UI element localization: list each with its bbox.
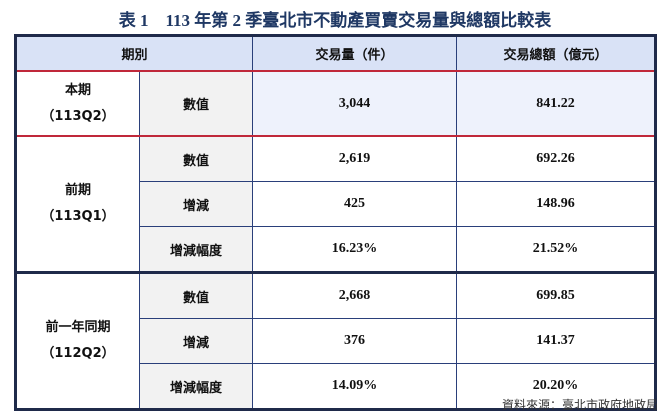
amount-cell: 20.20% [456,363,656,410]
table-row: 前期 （113Q1） 數值 2,619 692.26 [15,135,656,273]
period-cell: 前期 （113Q1） [15,135,140,273]
row-label: 增減 [139,318,253,364]
volume-cell: 14.09% [252,363,457,410]
table-row: 增減幅度 16.23% 21.52% [16,226,656,273]
row-label: 增減幅度 [139,363,253,410]
row-label: 數值 [139,271,253,319]
row-label: 數值 [139,135,253,182]
header-volume: 交易量（件） [252,35,457,72]
table-row: 增減 425 148.96 [16,181,656,227]
amount-cell: 692.26 [456,135,656,182]
table-row: 增減幅度 14.09% 20.20% [16,363,656,410]
period-cell: 前一年同期 （112Q2） [15,271,140,410]
table-row: 前一年同期 （112Q2） 數值 2,668 699.85 [15,271,656,410]
period-cell: 本期 （113Q2） [14,70,140,137]
header-period: 期別 [15,35,253,72]
amount-cell: 141.37 [456,318,656,364]
amount-cell: 699.85 [456,271,656,319]
source-note: 資料來源：臺北市政府地政局 [501,398,658,412]
volume-cell: 16.23% [252,226,457,273]
amount-cell: 21.52% [456,226,656,273]
table-title: 表 1 113 年第 2 季臺北市不動產買賣交易量與總額比較表 [118,11,552,30]
volume-cell: 3,044 [252,70,457,137]
amount-cell: 841.22 [456,70,657,137]
row-label: 數值 [139,70,253,137]
header-row: 期別 交易量（件） 交易總額（億元） [15,35,656,72]
row-label: 增減幅度 [139,226,253,273]
volume-cell: 425 [252,181,457,227]
header-amount: 交易總額（億元） [456,35,656,72]
table-row: 本期 （113Q2） 數值 3,044 841.22 [14,70,657,137]
volume-cell: 2,619 [252,135,457,182]
amount-cell: 148.96 [456,181,656,227]
volume-cell: 2,668 [252,271,457,319]
row-label: 增減 [139,181,253,227]
table-row: 增減 376 141.37 [16,318,656,364]
volume-cell: 376 [252,318,457,364]
comparison-table: 期別 交易量（件） 交易總額（億元） 本期 （113Q2） 數值 3,044 84… [14,34,657,411]
